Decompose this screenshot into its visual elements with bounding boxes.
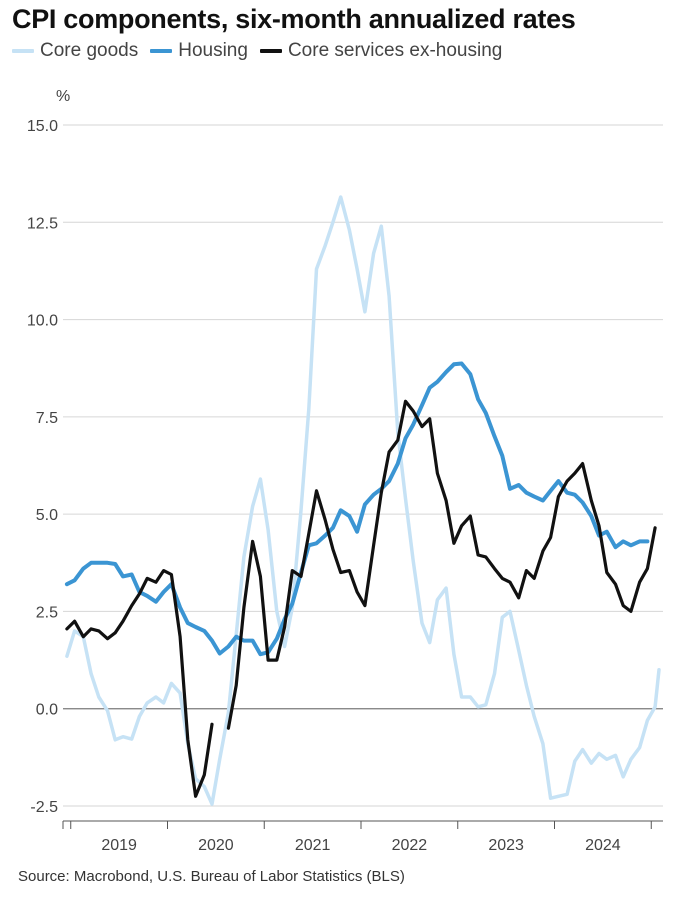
legend-label-core-services: Core services ex-housing — [287, 40, 503, 61]
y-tick-label: 5.0 — [36, 507, 58, 524]
x-tick-label: 2020 — [198, 837, 234, 854]
x-tick-label: 2023 — [488, 837, 524, 854]
source-note: Source: Macrobond, U.S. Bureau of Labor … — [18, 868, 405, 885]
legend-label-housing: Housing — [178, 40, 248, 61]
y-tick-label: 15.0 — [27, 118, 58, 135]
x-tick-label: 2021 — [295, 837, 331, 854]
y-tick-label: 7.5 — [36, 410, 58, 427]
series-line-housing — [64, 361, 650, 657]
x-tick-label: 2019 — [101, 837, 137, 854]
legend-item-core-services: Core services ex-housing — [259, 40, 503, 62]
x-tick-label: 2024 — [585, 837, 621, 854]
y-unit-label: % — [56, 88, 70, 105]
legend-label-core-goods: Core goods — [40, 40, 139, 61]
legend-swatch-housing — [150, 49, 173, 53]
y-tick-label: -2.5 — [30, 799, 58, 816]
x-tick-label: 2022 — [392, 837, 428, 854]
legend-item-core-goods: Core goods — [12, 40, 138, 62]
chart-legend: Core goods Housing Core services ex-hous… — [12, 40, 514, 62]
legend-swatch-core-services — [259, 49, 282, 53]
series-line-core-services-ex-housing — [65, 568, 214, 798]
series-lines — [64, 195, 661, 806]
gridlines — [63, 124, 663, 807]
y-tick-label: 2.5 — [36, 604, 58, 621]
series-line-core-goods — [65, 195, 661, 806]
chart-title: CPI components, six-month annualized rat… — [12, 4, 576, 34]
axes: 15.0 12.5 10.0 7.5 5.0 2.5 0.0 -2.5 2019 2020 2021… — [27, 118, 663, 854]
y-tick-label: 0.0 — [36, 702, 58, 719]
legend-swatch-core-goods — [12, 49, 34, 53]
series-line-core-services-ex-housing — [226, 399, 657, 730]
y-tick-label: 10.0 — [27, 313, 58, 330]
y-tick-label: 12.5 — [27, 215, 58, 232]
legend-item-housing: Housing — [150, 40, 248, 62]
